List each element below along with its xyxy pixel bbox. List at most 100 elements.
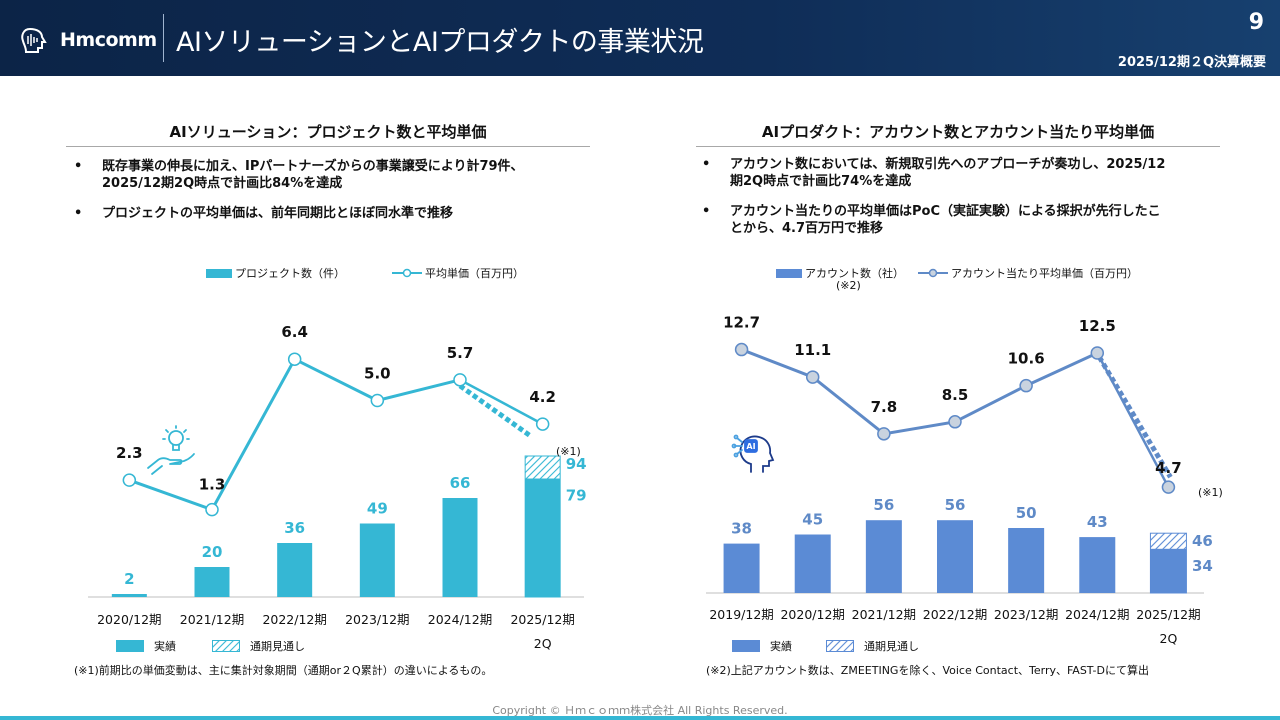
bar-value-label: 36: [284, 519, 305, 537]
forecast-value-label: 94: [566, 455, 587, 473]
category-label: 2023/12期: [994, 607, 1058, 622]
series-line-segment: [459, 378, 544, 426]
bar: [442, 498, 478, 597]
category-sublabel: 2Q: [534, 636, 552, 651]
bullet-line: 期2Q時点で計画比74%を達成: [730, 174, 912, 189]
ai-head-icon: AI: [731, 434, 775, 473]
line-point: [805, 370, 820, 384]
line-value-label: 12.5: [1079, 317, 1116, 335]
bullet-line: 2025/12期2Q時点で計画比84%を達成: [102, 176, 343, 191]
line-value-label: 7.8: [871, 398, 898, 416]
legend-forecast-label: 通期見通し: [250, 640, 305, 653]
bar: [794, 534, 831, 593]
right-footnote: (※2)上記アカウント数は、ZMEETINGを除く、Voice Contact、…: [706, 664, 1149, 677]
line-point: [287, 352, 302, 366]
bar-value-label: 56: [873, 496, 894, 514]
forecast-value-label: 46: [1192, 532, 1213, 550]
line-value-label: 4.7: [1155, 459, 1182, 477]
line-point: [205, 502, 219, 517]
line-value-label: 5.0: [364, 365, 391, 383]
line-point: [1090, 346, 1105, 360]
legend-forecast-label: 通期見通し: [864, 640, 919, 653]
bar: [937, 520, 973, 593]
bar: [277, 543, 313, 597]
line-point: [122, 473, 137, 487]
category-label: 2023/12期: [345, 612, 409, 627]
page-number: 9: [1248, 10, 1264, 35]
bar: [359, 523, 395, 597]
bullet-line: 既存事業の伸長に加え、IPパートナーズからの事業譲受により計79件、: [102, 159, 524, 174]
line-value-label: 2.3: [116, 444, 143, 462]
right-bullet-2: • アカウント当たりの平均単価はPoC（実証実験）による採択が先行したこ とから、…: [702, 203, 1232, 239]
legend-actual-label: 実績: [770, 640, 792, 653]
legend-line-swatch: [392, 268, 422, 278]
category-label: 2019/12期: [709, 607, 773, 622]
bar: [1008, 528, 1045, 593]
line-point: [734, 342, 749, 357]
line-value-label: 11.1: [794, 341, 831, 359]
legend-forecast-swatch: [212, 640, 240, 652]
category-label: 2022/12期: [262, 612, 326, 627]
header-divider: [163, 14, 164, 62]
line-point: [535, 417, 550, 431]
category-label: 2021/12期: [852, 607, 916, 622]
category-label: 2020/12期: [780, 607, 844, 622]
bullet-line: とから、4.7百万円で推移: [730, 221, 884, 236]
bullet-marker: •: [702, 157, 711, 172]
bar: [865, 520, 902, 593]
category-label: 2025/12期: [1136, 607, 1200, 622]
bar-value-label: 56: [945, 496, 966, 514]
bullet-line: アカウント数においては、新規取引先へのアプローチが奏功し、2025/12: [730, 157, 1166, 172]
right-bullet-1: • アカウント数においては、新規取引先へのアプローチが奏功し、2025/12 期2…: [702, 156, 1232, 192]
left-bullet-2: • プロジェクトの平均単価は、前年同期比とほぼ同水準で推移: [74, 205, 594, 223]
line-value-label: 4.2: [529, 388, 556, 406]
bar: [525, 478, 561, 597]
bar-value-label: 43: [1087, 513, 1108, 531]
left-legend-actual: 実績: [116, 638, 176, 654]
logo-icon: [21, 27, 47, 53]
line-point: [948, 415, 962, 429]
legend-line-label: 平均単価（百万円）: [425, 267, 524, 280]
legend-actual-swatch: [732, 640, 760, 652]
left-footnote: (※1)前期比の単価変動は、主に集計対象期間（通期or２Q累計）の違いによるもの…: [74, 664, 493, 677]
lightbulb-hand-icon: [147, 425, 195, 475]
bar-value-label: 79: [566, 487, 587, 505]
bar-value-label: 2: [124, 570, 134, 588]
series-line: [741, 348, 1098, 436]
line-value-label: 1.3: [199, 476, 226, 494]
left-legend-bar: プロジェクト数（件）: [206, 265, 345, 281]
legend-line-label: アカウント当たり平均単価（百万円）: [951, 267, 1138, 280]
bar-value-label: 49: [367, 500, 388, 518]
line-point: [1019, 378, 1033, 393]
right-legend-actual: 実績: [732, 638, 792, 654]
legend-bar-swatch: [776, 268, 802, 278]
bullet-marker: •: [74, 206, 83, 221]
line-value-label: 8.5: [942, 386, 969, 404]
line-value-label: 12.7: [723, 314, 760, 332]
left-bullet-1: • 既存事業の伸長に加え、IPパートナーズからの事業譲受により計79件、 2025…: [74, 158, 594, 194]
category-sublabel: 2Q: [1160, 631, 1178, 646]
bar: [1150, 548, 1187, 593]
right-legend-forecast: 通期見通し: [826, 638, 919, 654]
category-label: 2021/12期: [180, 612, 244, 627]
bullet-line: アカウント当たりの平均単価はPoC（実証実験）による採択が先行したこ: [730, 204, 1161, 219]
bar: [1079, 537, 1116, 593]
right-panel-title: AIプロダクト：アカウント数とアカウント当たり平均単価: [761, 123, 1155, 141]
forecast-dashed-line: [458, 383, 533, 439]
line-value-label: 6.4: [281, 323, 308, 341]
category-label: 2024/12期: [1065, 607, 1129, 622]
legend-forecast-swatch: [826, 640, 854, 652]
category-label: 2022/12期: [923, 607, 987, 622]
bar-value-label: 20: [202, 543, 223, 561]
right-panel-rule: [696, 146, 1220, 147]
legend-bar-label: プロジェクト数（件）: [235, 267, 345, 280]
series-line: [128, 357, 461, 512]
right-legend-bar-sub: (※2): [836, 279, 861, 292]
page-subtitle: 2025/12期２Q決算概要: [1117, 55, 1266, 70]
marker-note: (※1): [556, 445, 581, 458]
line-point: [877, 427, 891, 441]
legend-actual-swatch: [116, 640, 144, 652]
category-label: 2020/12期: [97, 612, 161, 627]
forecast-dashed-line: [1097, 355, 1173, 479]
legend-line-swatch: [918, 268, 948, 278]
